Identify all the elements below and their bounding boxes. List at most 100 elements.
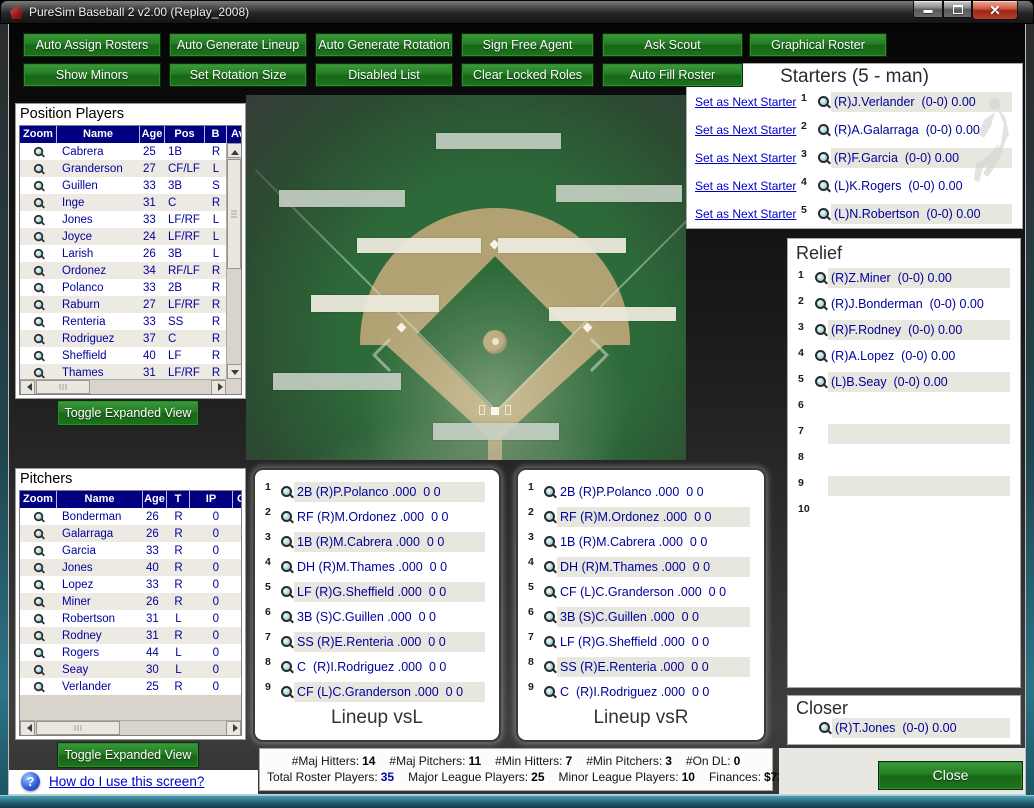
pitcher-slot[interactable]: [828, 424, 1010, 444]
col-age[interactable]: Age: [143, 491, 167, 508]
position-slot-rf[interactable]: [556, 185, 682, 202]
pitcher-slot[interactable]: (R)J.Bonderman (0-0) 0.00: [828, 294, 1010, 314]
zoom-player-icon[interactable]: [818, 721, 832, 735]
table-row[interactable]: Bonderman 26 R 0 0: [20, 508, 241, 525]
lineup-row[interactable]: 9 C (R)I.Rodriguez .000 0 0: [518, 679, 764, 704]
minimize-button[interactable]: [913, 1, 943, 18]
zoom-player-icon[interactable]: [280, 585, 294, 599]
zoom-player-icon[interactable]: [33, 596, 45, 608]
col-t[interactable]: T: [167, 491, 190, 508]
zoom-player-icon[interactable]: [814, 297, 828, 311]
sign-free-agent-button[interactable]: Sign Free Agent: [461, 33, 594, 57]
zoom-player-icon[interactable]: [817, 123, 831, 137]
zoom-player-icon[interactable]: [280, 535, 294, 549]
pitcher-slot[interactable]: (R)F.Garcia (0-0) 0.00: [831, 148, 1012, 168]
zoom-player-icon[interactable]: [33, 664, 45, 676]
scroll-right-button[interactable]: [226, 721, 241, 735]
starter-row[interactable]: Set as Next Starter 1 (R)J.Verlander (0-…: [687, 88, 1022, 116]
table-row[interactable]: Galarraga 26 R 0 0: [20, 525, 241, 542]
lineup-slot[interactable]: 1B (R)M.Cabrera .000 0 0: [294, 531, 485, 552]
zoom-player-icon[interactable]: [33, 231, 45, 243]
scroll-left-button[interactable]: [20, 380, 35, 394]
pitcher-slot[interactable]: (L)K.Rogers (0-0) 0.00: [831, 176, 1012, 196]
lineup-slot[interactable]: 2B (R)P.Polanco .000 0 0: [557, 482, 750, 502]
lineup-slot[interactable]: 3B (S)C.Guillen .000 0 0: [557, 606, 750, 627]
relief-row[interactable]: 1 (R)Z.Miner (0-0) 0.00: [788, 265, 1020, 291]
table-row[interactable]: Granderson 27 CF/LF L: [20, 160, 241, 177]
pitcher-slot[interactable]: [828, 450, 1010, 470]
lineup-row[interactable]: 1 2B (R)P.Polanco .000 0 0: [518, 479, 764, 504]
zoom-player-icon[interactable]: [817, 179, 831, 193]
lineup-slot[interactable]: 2B (R)P.Polanco .000 0 0: [294, 481, 485, 502]
zoom-player-icon[interactable]: [814, 349, 828, 363]
lineup-slot[interactable]: C (R)I.Rodriguez .000 0 0: [294, 657, 485, 677]
zoom-player-icon[interactable]: [543, 660, 557, 674]
zoom-player-icon[interactable]: [33, 545, 45, 557]
auto-assign-rosters-button[interactable]: Auto Assign Rosters: [23, 33, 161, 57]
table-row[interactable]: Jones 33 LF/RF L: [20, 211, 241, 228]
relief-row[interactable]: 6: [788, 395, 1020, 421]
lineup-row[interactable]: 6 3B (S)C.Guillen .000 0 0: [518, 604, 764, 629]
zoom-player-icon[interactable]: [33, 163, 45, 175]
zoom-player-icon[interactable]: [543, 560, 557, 574]
table-row[interactable]: Lopez 33 R 0 0: [20, 576, 241, 593]
position-slot-lf[interactable]: [279, 190, 405, 207]
lineup-row[interactable]: 7 LF (R)G.Sheffield .000 0 0: [518, 629, 764, 654]
scrollbar-thumb[interactable]: [36, 721, 120, 735]
lineup-row[interactable]: 4 DH (R)M.Thames .000 0 0: [518, 554, 764, 579]
zoom-player-icon[interactable]: [543, 635, 557, 649]
zoom-player-icon[interactable]: [543, 510, 557, 524]
pitcher-slot[interactable]: [828, 476, 1010, 496]
table-row[interactable]: Inge 31 C R: [20, 194, 241, 211]
zoom-player-icon[interactable]: [33, 282, 45, 294]
zoom-player-icon[interactable]: [817, 151, 831, 165]
relief-row[interactable]: 8: [788, 447, 1020, 473]
lineup-slot[interactable]: SS (R)E.Renteria .000 0 0: [557, 656, 750, 677]
toggle-expanded-view-button[interactable]: Toggle Expanded View: [57, 400, 199, 426]
zoom-player-icon[interactable]: [33, 146, 45, 158]
lineup-slot[interactable]: 3B (S)C.Guillen .000 0 0: [294, 607, 485, 627]
zoom-player-icon[interactable]: [280, 510, 294, 524]
scrollbar-thumb[interactable]: [227, 159, 241, 269]
graphical-roster-button[interactable]: Graphical Roster: [749, 33, 887, 57]
table-row[interactable]: Guillen 33 3B S: [20, 177, 241, 194]
table-row[interactable]: Polanco 33 2B R: [20, 279, 241, 296]
table-row[interactable]: Seay 30 L 0 0: [20, 661, 241, 678]
scrollbar-thumb[interactable]: [36, 380, 90, 394]
zoom-player-icon[interactable]: [33, 613, 45, 625]
lineup-slot[interactable]: CF (L)C.Granderson .000 0 0: [294, 681, 485, 702]
zoom-player-icon[interactable]: [817, 95, 831, 109]
scroll-left-button[interactable]: [20, 721, 35, 735]
lineup-row[interactable]: 2 RF (R)M.Ordonez .000 0 0: [255, 504, 499, 529]
pitcher-slot[interactable]: (L)N.Robertson (0-0) 0.00: [831, 204, 1012, 224]
relief-row[interactable]: 4 (R)A.Lopez (0-0) 0.00: [788, 343, 1020, 369]
zoom-player-icon[interactable]: [33, 511, 45, 523]
relief-row[interactable]: 10: [788, 499, 1020, 525]
table-row[interactable]: Jones 40 R 0 0: [20, 559, 241, 576]
zoom-player-icon[interactable]: [33, 562, 45, 574]
zoom-player-icon[interactable]: [814, 323, 828, 337]
zoom-player-icon[interactable]: [33, 265, 45, 277]
table-row[interactable]: Verlander 25 R 0 0: [20, 678, 241, 695]
position-slot-3b[interactable]: [311, 295, 439, 312]
lineup-slot[interactable]: SS (R)E.Renteria .000 0 0: [294, 631, 485, 652]
table-row[interactable]: Joyce 24 LF/RF L: [20, 228, 241, 245]
zoom-player-icon[interactable]: [33, 316, 45, 328]
relief-row[interactable]: 7: [788, 421, 1020, 447]
starter-row[interactable]: Set as Next Starter 4 (L)K.Rogers (0-0) …: [687, 172, 1022, 200]
zoom-player-icon[interactable]: [817, 207, 831, 221]
zoom-player-icon[interactable]: [33, 630, 45, 642]
scroll-down-button[interactable]: [227, 364, 241, 379]
table-row[interactable]: Rogers 44 L 0 0: [20, 644, 241, 661]
lineup-slot[interactable]: LF (R)G.Sheffield .000 0 0: [294, 581, 485, 602]
pitcher-slot[interactable]: (L)B.Seay (0-0) 0.00: [828, 372, 1010, 392]
starter-row[interactable]: Set as Next Starter 3 (R)F.Garcia (0-0) …: [687, 144, 1022, 172]
col-ip[interactable]: IP: [190, 491, 233, 508]
zoom-player-icon[interactable]: [280, 560, 294, 574]
table-row[interactable]: Cabrera 25 1B R: [20, 143, 241, 160]
col-name[interactable]: Name: [57, 491, 143, 508]
lineup-slot[interactable]: 1B (R)M.Cabrera .000 0 0: [557, 532, 750, 552]
col-name[interactable]: Name: [57, 126, 140, 143]
lineup-slot[interactable]: DH (R)M.Thames .000 0 0: [557, 556, 750, 577]
table-row[interactable]: Thames 31 LF/RF R: [20, 364, 241, 381]
